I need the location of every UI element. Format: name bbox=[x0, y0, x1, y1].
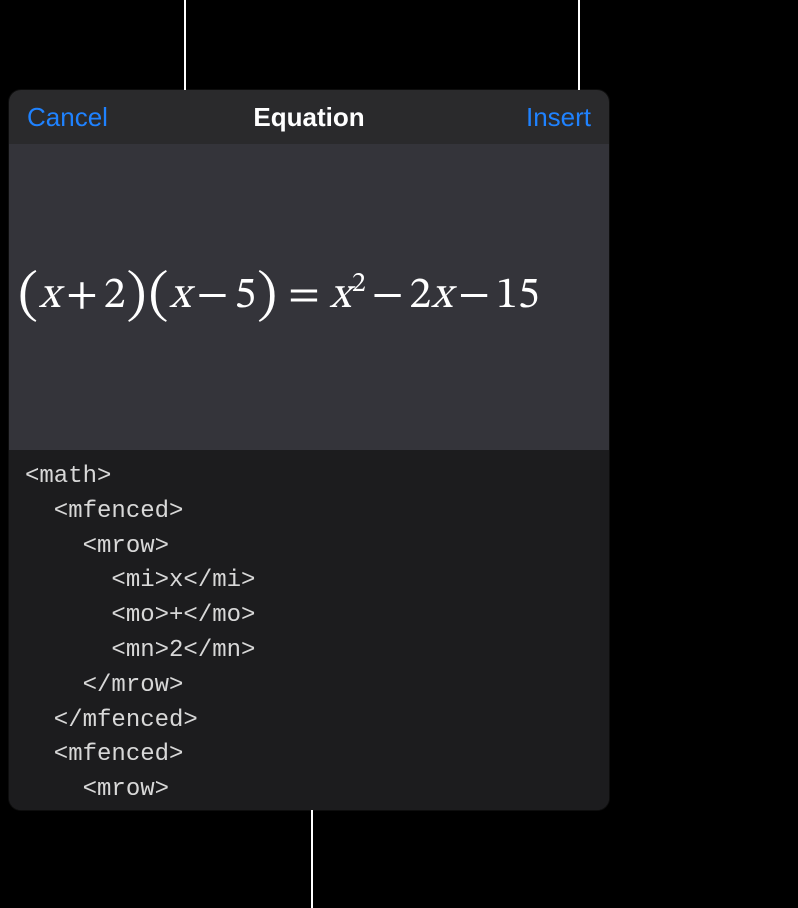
dialog-title: Equation bbox=[253, 102, 364, 133]
var-x: x bbox=[39, 274, 60, 318]
num-2b: 2 bbox=[409, 274, 431, 318]
num-2: 2 bbox=[104, 274, 126, 318]
op-minus: − bbox=[191, 274, 235, 318]
paren-open: ( bbox=[17, 269, 39, 325]
callout-line-top-right bbox=[578, 0, 580, 98]
var-x-3: x bbox=[330, 274, 351, 318]
var-x-4: x bbox=[431, 274, 452, 318]
insert-button[interactable]: Insert bbox=[526, 90, 591, 144]
equation-dialog: Cancel Equation Insert (x+2)(x−5)=x2−2x−… bbox=[9, 90, 609, 810]
cancel-button[interactable]: Cancel bbox=[27, 90, 108, 144]
exponent-2: 2 bbox=[352, 270, 366, 298]
equation-preview-pane: (x+2)(x−5)=x2−2x−15 bbox=[9, 144, 609, 450]
op-equals: = bbox=[278, 274, 330, 318]
paren-close: ) bbox=[126, 269, 148, 325]
op-minus-2: − bbox=[366, 274, 410, 318]
paren-close-2: ) bbox=[256, 269, 278, 325]
var-x-2: x bbox=[170, 274, 191, 318]
num-5: 5 bbox=[234, 274, 256, 318]
num-15: 15 bbox=[496, 274, 540, 318]
code-editor[interactable]: <math> <mfenced> <mrow> <mi>x</mi> <mo>+… bbox=[9, 450, 609, 810]
op-plus: + bbox=[60, 274, 104, 318]
paren-open-2: ( bbox=[148, 269, 170, 325]
op-minus-3: − bbox=[452, 274, 496, 318]
dialog-header: Cancel Equation Insert bbox=[9, 90, 609, 144]
equation-rendered: (x+2)(x−5)=x2−2x−15 bbox=[17, 262, 540, 332]
